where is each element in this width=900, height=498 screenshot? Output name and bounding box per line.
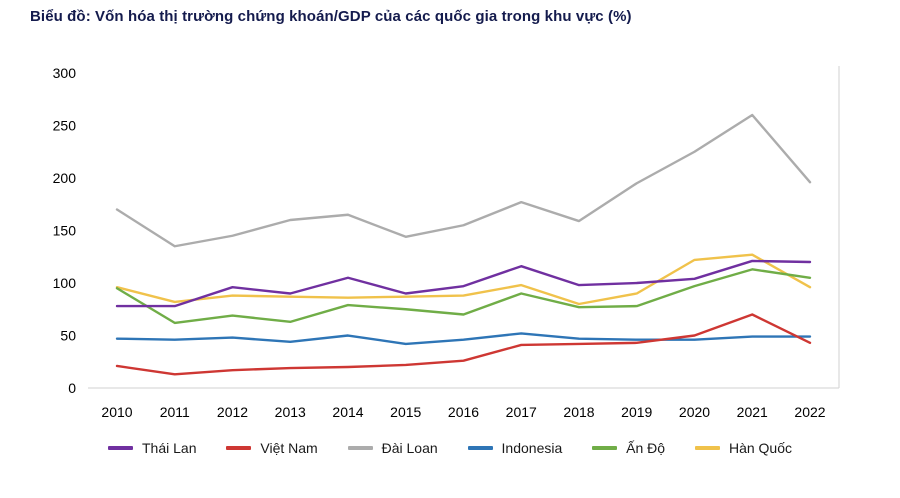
series-line-an-do (115, 268, 812, 325)
x-tick-label: 2017 (506, 404, 537, 420)
x-tick-label: 2016 (448, 404, 479, 420)
legend-swatch-viet-nam (226, 446, 252, 450)
legend-swatch-han-quoc (694, 446, 720, 450)
x-tick-label: 2018 (563, 404, 594, 420)
x-tick-label: 2010 (101, 404, 132, 420)
chart-title: Biểu đồ: Vốn hóa thị trường chứng khoán/… (30, 8, 632, 25)
series-line-indonesia (115, 332, 812, 346)
series-line-viet-nam (115, 313, 812, 376)
legend-item-han-quoc: Hàn Quốc (694, 440, 792, 456)
legend-swatch-an-do (592, 446, 618, 450)
legend-item-dai-loan: Đài Loan (347, 440, 438, 456)
y-tick-label: 300 (53, 65, 77, 81)
series-line-han-quoc (115, 253, 812, 306)
legend-label-han-quoc: Hàn Quốc (728, 440, 792, 456)
x-tick-label: 2014 (332, 404, 363, 420)
legend-label-thai-lan: Thái Lan (142, 440, 197, 456)
legend-swatch-indonesia (467, 446, 493, 450)
series-line-dai-loan (115, 113, 812, 248)
legend-label-viet-nam: Việt Nam (260, 440, 318, 456)
legend-item-indonesia: Indonesia (467, 440, 563, 456)
legend-item-an-do: Ấn Độ (592, 440, 665, 456)
y-tick-label: 150 (53, 223, 77, 239)
legend-label-dai-loan: Đài Loan (381, 440, 438, 456)
line-chart-plot: 0 50 100 150 200 250 300 2010 2011 2012 2013 2014 20… (53, 65, 840, 420)
x-tick-label: 2021 (737, 404, 768, 420)
series-line-thai-lan (115, 259, 812, 308)
legend-item-thai-lan: Thái Lan (108, 440, 196, 456)
legend-label-indonesia: Indonesia (501, 440, 563, 456)
y-tick-label: 50 (60, 328, 76, 344)
legend-item-viet-nam: Việt Nam (226, 440, 318, 456)
y-tick-label: 0 (68, 380, 76, 396)
x-tick-label: 2020 (679, 404, 710, 420)
legend-swatch-thai-lan (108, 446, 133, 450)
x-tick-label: 2022 (794, 404, 825, 420)
x-tick-label: 2012 (217, 404, 248, 420)
x-tick-label: 2015 (390, 404, 421, 420)
y-tick-label: 100 (53, 275, 77, 291)
y-tick-label: 200 (53, 170, 77, 186)
x-tick-label: 2019 (621, 404, 652, 420)
x-tick-label: 2011 (160, 404, 190, 420)
legend-swatch-dai-loan (347, 446, 373, 450)
y-tick-label: 250 (53, 118, 77, 134)
chart-legend: Thái Lan Việt Nam Đài Loan Indonesia Ấn Độ Hà… (108, 440, 792, 456)
legend-label-an-do: Ấn Độ (626, 440, 666, 456)
x-tick-label: 2013 (275, 404, 306, 420)
